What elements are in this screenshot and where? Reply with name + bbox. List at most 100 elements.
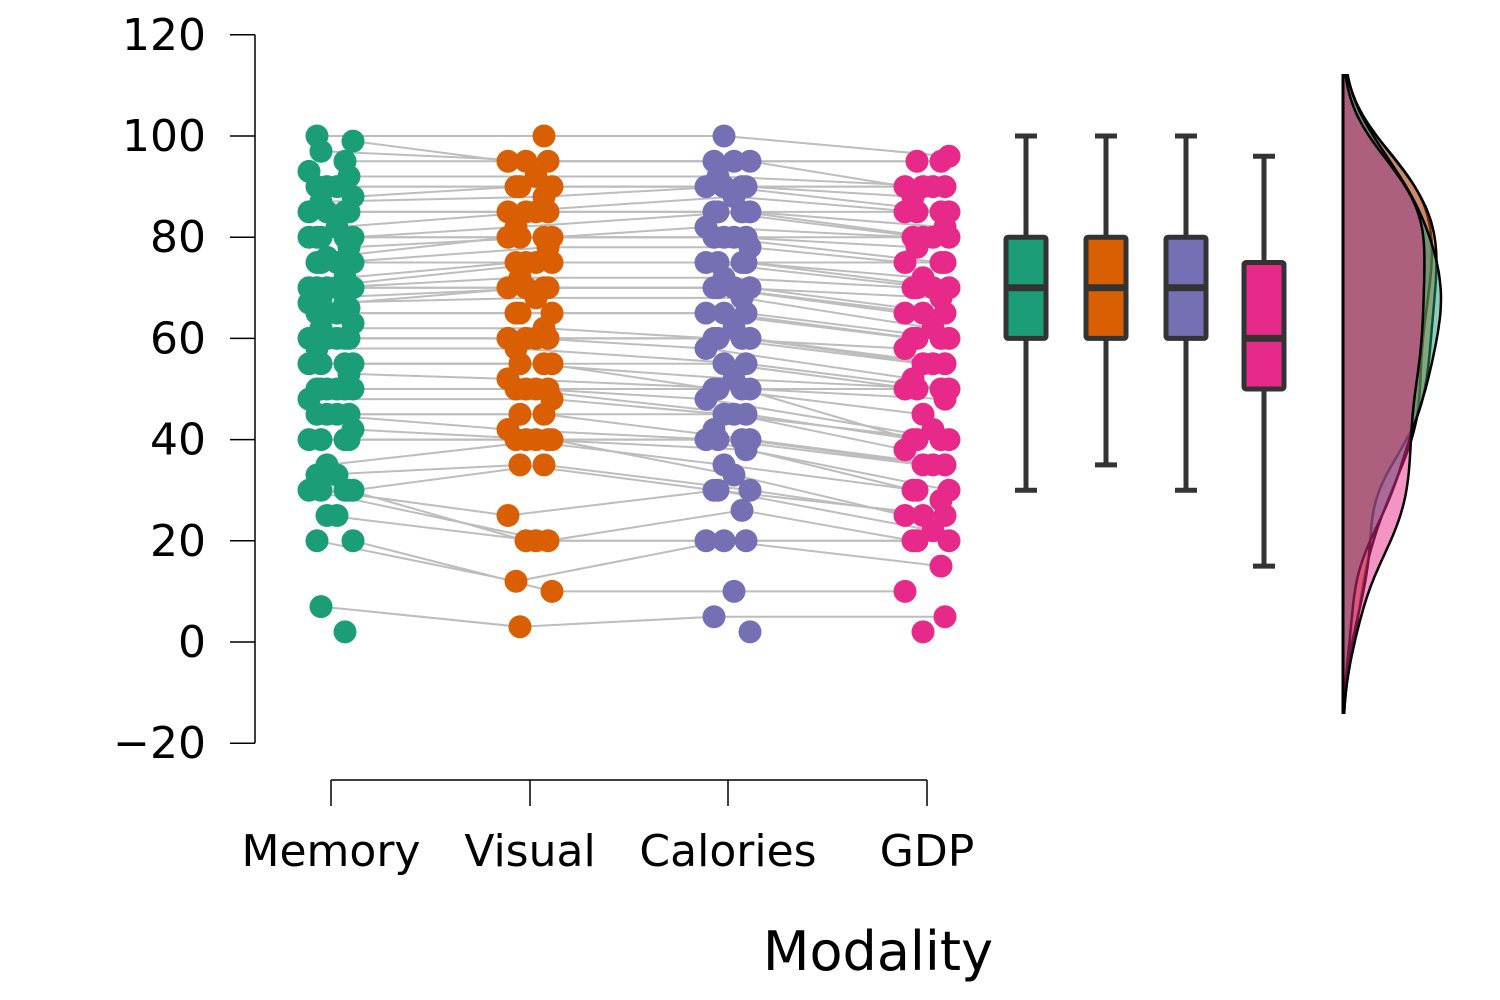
data-point [524, 251, 548, 274]
data-point [297, 352, 321, 376]
data-point [929, 428, 953, 452]
data-point [730, 498, 754, 522]
data-point [893, 579, 917, 603]
data-point [504, 428, 528, 452]
data-point [893, 504, 917, 527]
data-point [694, 337, 718, 360]
data-point [305, 529, 329, 553]
paired-line [352, 463, 924, 517]
data-point [508, 301, 532, 325]
paired-line [326, 276, 918, 289]
paired-line [320, 605, 945, 628]
y-tick-label: 40 [150, 415, 206, 466]
data-point [309, 139, 333, 163]
data-point [297, 200, 321, 224]
paired-line [337, 413, 946, 466]
data-point [706, 478, 730, 502]
data-point [532, 453, 556, 477]
data-point [297, 428, 321, 452]
data-point [702, 225, 726, 249]
boxplot [1003, 133, 1049, 493]
data-point [905, 276, 929, 300]
boxplot [1241, 153, 1287, 569]
data-point [722, 402, 746, 426]
data-point [730, 200, 754, 224]
data-point [496, 276, 520, 300]
data-point [508, 175, 532, 199]
data-point [937, 529, 961, 553]
paired-line [348, 372, 946, 401]
data-point [929, 554, 953, 578]
data-point [933, 387, 957, 411]
data-point [893, 200, 917, 224]
paired-line [326, 438, 906, 517]
axes: −20 0 20 40 60 80 100 120 Memory Visual Calories GD… [113, 10, 974, 877]
data-point [734, 251, 758, 274]
data-point [905, 529, 929, 553]
density-curve [1341, 74, 1426, 715]
data-point [921, 453, 945, 477]
data-point [893, 337, 917, 360]
data-point [309, 595, 333, 619]
data-point [341, 529, 365, 553]
data-point [905, 478, 929, 502]
data-point [730, 377, 754, 401]
paired-line [326, 514, 917, 542]
boxplot [1163, 133, 1209, 493]
data-points [297, 124, 961, 644]
data-point [712, 529, 736, 553]
paired-line [320, 489, 934, 532]
paired-line [352, 428, 934, 466]
data-point [730, 326, 754, 350]
paired-line [352, 539, 905, 593]
x-tick-label: Calories [639, 826, 816, 877]
data-point [722, 579, 746, 603]
data-point [508, 453, 532, 477]
data-point [524, 200, 548, 224]
paired-line [316, 463, 946, 517]
y-tick-label: 60 [150, 313, 206, 364]
data-point [508, 615, 532, 639]
data-point [532, 124, 556, 148]
paired-line [336, 246, 906, 264]
paired-line [321, 261, 924, 279]
paired-line [336, 210, 924, 239]
data-point [929, 149, 953, 173]
data-point [337, 428, 361, 452]
data-point [893, 438, 917, 462]
data-point [933, 251, 957, 274]
paired-line [345, 160, 906, 188]
data-point [738, 620, 762, 644]
paired-line [337, 337, 914, 380]
data-point [496, 504, 520, 527]
data-point [694, 387, 718, 411]
x-tick-label: Memory [242, 826, 421, 877]
data-point [937, 225, 961, 249]
data-point [734, 529, 758, 553]
paired-line [326, 236, 942, 264]
paired-line [321, 327, 906, 350]
data-point [722, 463, 746, 487]
paired-line [317, 312, 918, 340]
y-tick-label: 0 [178, 617, 206, 668]
paired-line [309, 362, 905, 390]
data-point [929, 326, 953, 350]
data-point [524, 529, 548, 553]
data-point [496, 225, 520, 249]
data-point [337, 478, 361, 502]
data-point [540, 579, 564, 603]
paired-line [308, 296, 934, 330]
data-point [738, 149, 762, 173]
boxplots [1003, 133, 1287, 569]
data-point [694, 175, 718, 199]
paired-lines [308, 135, 950, 628]
paired-line [320, 150, 941, 163]
paired-line [316, 539, 942, 583]
data-point [524, 326, 548, 350]
paired-line [309, 398, 942, 441]
data-point [325, 504, 349, 527]
paired-line [349, 175, 946, 188]
paired-line [308, 489, 914, 542]
data-point [738, 478, 762, 502]
